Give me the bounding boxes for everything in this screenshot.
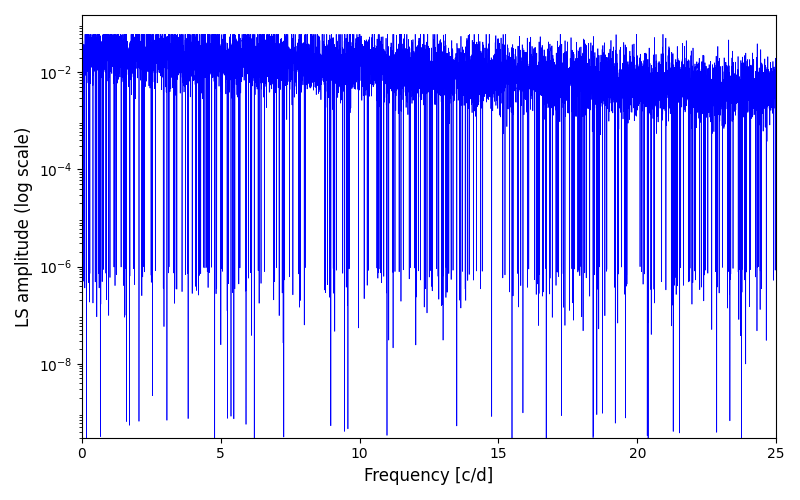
- X-axis label: Frequency [c/d]: Frequency [c/d]: [364, 467, 494, 485]
- Y-axis label: LS amplitude (log scale): LS amplitude (log scale): [15, 126, 33, 326]
